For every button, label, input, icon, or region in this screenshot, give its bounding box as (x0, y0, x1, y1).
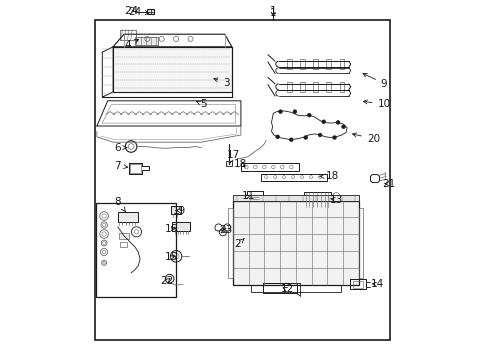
Bar (119, 233, 129, 239)
Text: 6: 6 (114, 143, 126, 153)
Bar (326, 82, 330, 92)
Text: 4: 4 (124, 40, 138, 50)
Bar (96, 203, 176, 297)
Bar (303, 192, 330, 207)
Bar (130, 164, 141, 173)
Bar (226, 161, 232, 166)
Text: 1: 1 (269, 6, 276, 16)
Bar (300, 59, 304, 69)
Text: 10: 10 (363, 99, 390, 109)
Bar (339, 59, 343, 69)
Circle shape (289, 138, 292, 141)
Bar (118, 212, 137, 222)
Text: 24: 24 (128, 6, 149, 17)
Text: 15: 15 (164, 252, 177, 262)
Bar (113, 47, 231, 92)
Bar (95, 20, 389, 340)
Bar (262, 283, 296, 293)
Text: 2: 2 (234, 239, 244, 249)
Bar (232, 195, 358, 201)
Circle shape (275, 135, 279, 139)
Text: 13: 13 (329, 195, 342, 205)
Bar (313, 82, 317, 92)
Text: 5: 5 (196, 99, 206, 109)
Bar (339, 82, 343, 92)
Text: 18: 18 (234, 159, 247, 169)
Circle shape (341, 125, 345, 129)
Circle shape (321, 120, 325, 123)
Bar (120, 242, 127, 247)
Text: 24: 24 (124, 6, 138, 16)
Circle shape (336, 121, 339, 124)
Text: 7: 7 (114, 161, 127, 171)
Circle shape (318, 133, 321, 137)
Bar (134, 37, 158, 45)
Text: 23: 23 (219, 225, 232, 235)
Bar (313, 59, 317, 69)
Bar (349, 279, 365, 289)
Bar (287, 82, 291, 92)
Text: 8: 8 (114, 197, 125, 212)
Bar (250, 285, 340, 292)
Bar (300, 82, 304, 92)
Text: 11: 11 (241, 191, 254, 201)
Text: 3: 3 (213, 78, 229, 88)
Bar (172, 222, 190, 231)
Text: 9: 9 (362, 73, 386, 89)
Bar (287, 59, 291, 69)
Text: 20: 20 (352, 133, 379, 144)
Bar (260, 174, 326, 181)
Circle shape (303, 136, 307, 139)
Bar (358, 208, 363, 278)
Bar (352, 281, 362, 288)
Circle shape (332, 136, 336, 139)
Text: 12: 12 (280, 284, 293, 294)
Bar (120, 30, 136, 40)
Bar (170, 206, 181, 214)
Text: 21: 21 (381, 179, 394, 189)
Circle shape (292, 110, 296, 113)
Bar (247, 191, 262, 202)
Circle shape (307, 113, 310, 117)
Bar (241, 163, 298, 171)
Bar (232, 201, 358, 285)
Bar (146, 9, 154, 14)
Text: 14: 14 (370, 279, 384, 289)
Text: 22: 22 (160, 276, 173, 286)
Circle shape (278, 110, 282, 113)
Text: 19: 19 (172, 206, 185, 216)
Bar (326, 59, 330, 69)
Bar (227, 208, 232, 278)
Text: 1: 1 (269, 8, 276, 18)
Text: 16: 16 (164, 224, 177, 234)
Text: 17: 17 (226, 150, 239, 163)
Text: 18: 18 (320, 171, 339, 181)
